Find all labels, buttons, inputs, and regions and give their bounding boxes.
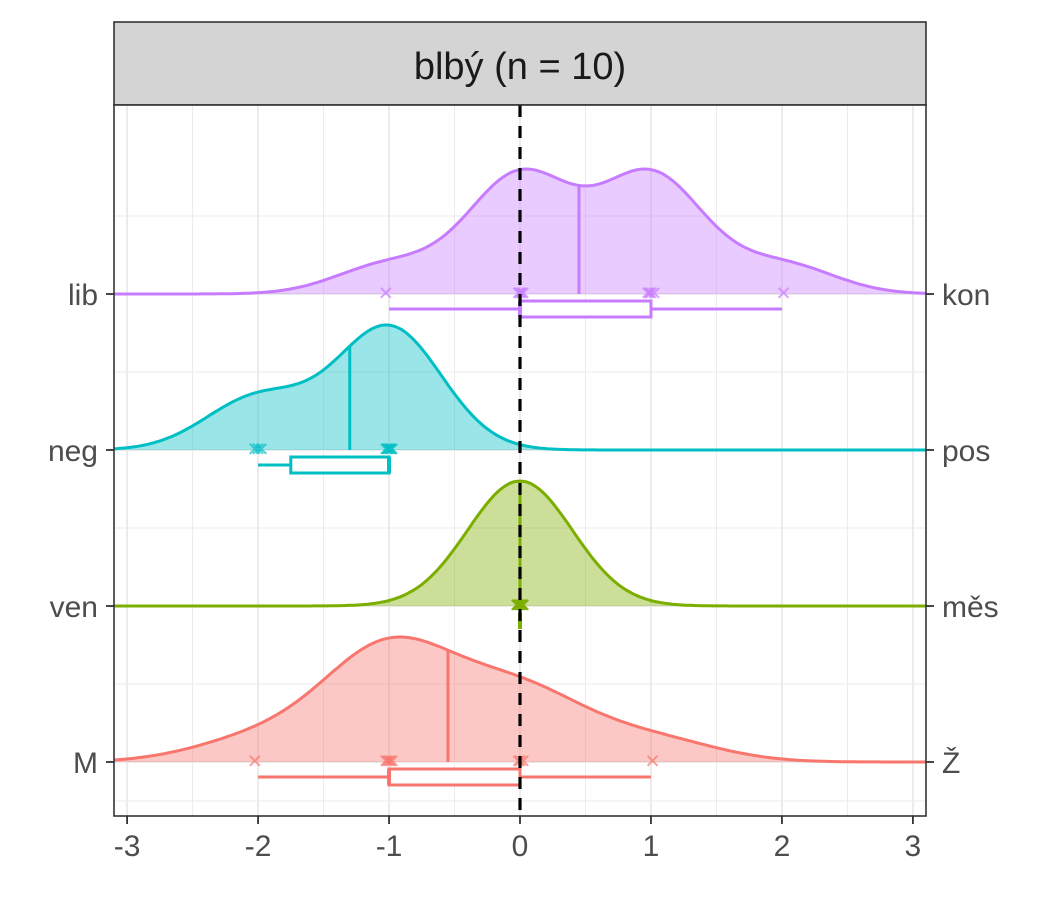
data-point	[380, 755, 392, 767]
y-tick-label-left: M	[73, 747, 98, 780]
data-point	[777, 287, 790, 299]
facet-strip: blbý (n = 10)	[113, 21, 927, 106]
data-point	[249, 755, 261, 767]
ridge-ven-měs	[114, 479, 926, 629]
data-point	[515, 599, 528, 611]
boxplot	[258, 767, 651, 787]
y-tick-label-right: Ž	[942, 747, 960, 780]
data-point	[648, 287, 660, 299]
data-point	[386, 443, 398, 455]
data-point	[515, 287, 528, 299]
y-tick-label-right: měs	[942, 591, 999, 624]
x-axis: -3 -2 -1 0 1 2 3	[114, 816, 921, 863]
data-point	[255, 443, 267, 455]
data-point	[646, 755, 659, 767]
data-point	[512, 599, 525, 611]
x-tick-label: -1	[376, 830, 403, 863]
data-point	[383, 755, 395, 767]
x-tick-label: 1	[643, 830, 660, 863]
data-point	[384, 755, 397, 767]
data-point	[645, 287, 657, 299]
facet-strip-background	[113, 21, 927, 106]
y-axis-left: lib neg ven M	[48, 279, 114, 780]
data-point	[514, 599, 526, 611]
y-tick-label-right: kon	[942, 279, 990, 312]
box-iqr	[518, 299, 653, 319]
data-point	[380, 287, 392, 299]
x-tick-label: 3	[905, 830, 922, 863]
axes: -3 -2 -1 0 1 2 3 lib neg ven M kon pos měs Ž	[48, 279, 999, 863]
data-point	[512, 287, 525, 299]
box-iqr	[289, 455, 391, 475]
y-tick-label-left: lib	[68, 279, 98, 312]
y-tick-label-left: neg	[48, 435, 98, 468]
data-point	[517, 599, 529, 611]
x-tick-label: 2	[774, 830, 791, 863]
data-point	[384, 443, 397, 455]
x-tick-label: -2	[245, 830, 272, 863]
data-point	[381, 443, 394, 455]
facet-strip-title: blbý (n = 10)	[414, 46, 626, 88]
box-iqr	[387, 767, 522, 787]
data-point	[381, 755, 394, 767]
data-point	[514, 287, 526, 299]
data-point	[643, 287, 656, 299]
x-tick-label: 0	[512, 830, 529, 863]
x-tick-label: -3	[114, 830, 141, 863]
plot-panel	[113, 104, 927, 817]
y-tick-label-left: ven	[50, 591, 98, 624]
boxplot	[389, 299, 782, 319]
data-point	[383, 443, 395, 455]
boxplot	[258, 455, 392, 475]
y-axis-right: kon pos měs Ž	[926, 279, 999, 780]
y-tick-label-right: pos	[942, 435, 990, 468]
data-point	[252, 443, 264, 455]
density-area	[114, 325, 926, 450]
